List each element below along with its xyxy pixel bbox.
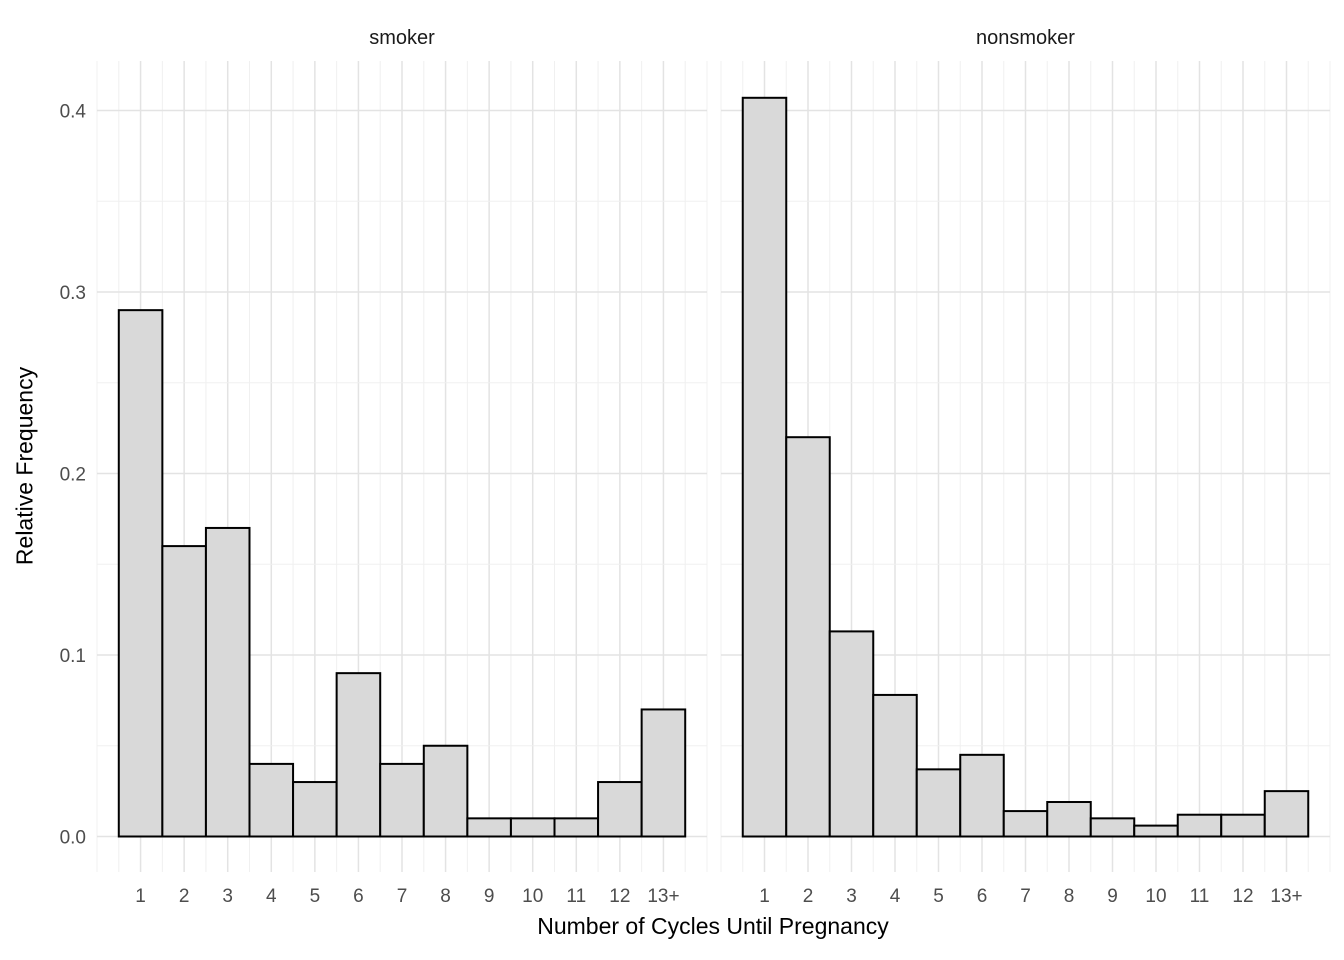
histogram-bar-smoker-9 <box>466 817 512 838</box>
histogram-bar-nonsmoker-2 <box>785 436 831 838</box>
x-tick-label: 5 <box>933 886 944 907</box>
histogram-bar-smoker-13+ <box>640 708 687 838</box>
y-tick-label: 0.4 <box>60 102 87 123</box>
x-axis-title: Number of Cycles Until Pregnancy <box>537 913 889 939</box>
histogram-bar-nonsmoker-5 <box>915 768 962 838</box>
y-tick-label: 0.1 <box>60 646 86 667</box>
x-tick-label: 3 <box>846 886 857 907</box>
histogram-bar-smoker-7 <box>379 762 425 838</box>
histogram-bar-nonsmoker-3 <box>828 630 875 838</box>
x-tick-label: 10 <box>1145 886 1166 907</box>
histogram-bar-nonsmoker-13+ <box>1263 790 1310 838</box>
x-tick-label: 7 <box>1020 886 1031 907</box>
x-tick-label: 12 <box>609 886 630 907</box>
histogram-bar-nonsmoker-12 <box>1220 813 1266 838</box>
x-tick-label: 9 <box>484 886 495 907</box>
x-tick-label: 6 <box>353 886 364 907</box>
histogram-bar-nonsmoker-11 <box>1176 813 1223 838</box>
y-axis-title: Relative Frequency <box>11 366 38 566</box>
histogram-bar-smoker-4 <box>248 762 295 838</box>
facet-title-nonsmoker: nonsmoker <box>976 27 1075 49</box>
x-tick-label: 10 <box>522 886 543 907</box>
histogram-bar-nonsmoker-1 <box>741 96 788 838</box>
histogram-bar-nonsmoker-10 <box>1133 824 1179 838</box>
histogram-bar-nonsmoker-7 <box>1002 810 1049 838</box>
histogram-bar-nonsmoker-6 <box>959 753 1005 838</box>
y-tick-label: 0.3 <box>60 283 86 304</box>
histogram-bar-nonsmoker-8 <box>1046 801 1092 838</box>
histogram-bar-nonsmoker-4 <box>872 693 918 838</box>
x-tick-label: 7 <box>397 886 408 907</box>
x-tick-label: 5 <box>310 886 321 907</box>
x-tick-label: 12 <box>1232 886 1253 907</box>
y-tick-label: 0.2 <box>60 465 86 486</box>
x-tick-label: 11 <box>566 886 586 907</box>
x-tick-label: 8 <box>440 886 451 907</box>
facet-title-smoker: smoker <box>369 27 435 49</box>
y-tick-label: 0.0 <box>60 828 86 849</box>
x-tick-label: 8 <box>1064 886 1075 907</box>
x-tick-label: 4 <box>890 886 901 907</box>
x-tick-label: 2 <box>803 886 814 907</box>
histogram-bar-nonsmoker-9 <box>1089 817 1136 838</box>
x-tick-label: 11 <box>1190 886 1210 907</box>
x-tick-label: 6 <box>977 886 988 907</box>
histogram-bar-smoker-11 <box>553 817 600 838</box>
x-tick-label: 2 <box>179 886 190 907</box>
histogram-bar-smoker-12 <box>597 781 643 838</box>
histogram-bar-smoker-2 <box>161 545 207 838</box>
histogram-bar-smoker-6 <box>335 672 382 838</box>
x-tick-label: 4 <box>266 886 277 907</box>
histogram-bar-smoker-3 <box>204 526 251 838</box>
histogram-bar-smoker-8 <box>422 744 469 838</box>
x-tick-label: 9 <box>1107 886 1118 907</box>
x-tick-label: 1 <box>759 886 770 907</box>
x-tick-label: 13+ <box>1270 886 1302 907</box>
histogram-bar-smoker-5 <box>292 781 338 838</box>
histogram-bar-smoker-1 <box>117 309 164 838</box>
x-tick-label: 1 <box>135 886 146 907</box>
x-tick-label: 13+ <box>647 886 679 907</box>
histogram-bar-smoker-10 <box>509 817 556 838</box>
x-tick-label: 3 <box>222 886 233 907</box>
